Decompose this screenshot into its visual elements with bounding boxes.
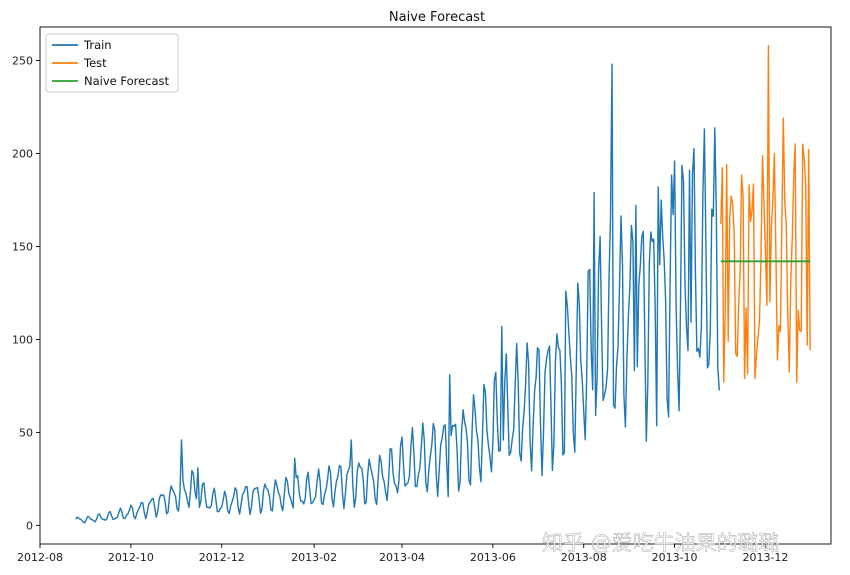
x-tick-label: 2013-08 xyxy=(561,551,607,564)
series-line-train xyxy=(75,63,720,524)
y-tick-label: 150 xyxy=(12,240,33,253)
axes: 0 50 100 150 200 250 2012-08 2012-10 2012-12 2013… xyxy=(12,26,832,564)
x-tick-label: 2012-12 xyxy=(199,551,245,564)
watermark-text: 知乎 @爱吃牛油果的璐璐 xyxy=(542,531,780,555)
legend-label: Train xyxy=(83,38,112,52)
y-tick-label: 0 xyxy=(26,519,33,532)
x-tick-label: 2013-06 xyxy=(470,551,516,564)
x-tick-label: 2012-08 xyxy=(17,551,63,564)
plot-frame xyxy=(39,26,832,545)
x-tick-label: 2013-10 xyxy=(652,551,698,564)
watermark: 知乎 @爱吃牛油果的璐璐 xyxy=(542,531,780,555)
legend-box xyxy=(45,33,179,93)
y-tick-label: 200 xyxy=(12,147,33,160)
legend-label: Test xyxy=(83,56,107,70)
chart-title: Naive Forecast xyxy=(389,10,485,25)
plot-area xyxy=(75,44,811,524)
legend: Train Test Naive Forecast xyxy=(45,33,179,93)
x-tick-label: 2012-10 xyxy=(108,551,154,564)
y-tick-label: 50 xyxy=(19,426,33,439)
x-tick-label: 2013-04 xyxy=(379,551,425,564)
y-tick-label: 250 xyxy=(12,54,33,67)
legend-label: Naive Forecast xyxy=(84,74,170,88)
x-tick-label: 2013-12 xyxy=(742,551,788,564)
y-tick-label: 100 xyxy=(12,333,33,346)
x-tick-label: 2013-02 xyxy=(291,551,337,564)
series-line-test xyxy=(720,44,811,383)
